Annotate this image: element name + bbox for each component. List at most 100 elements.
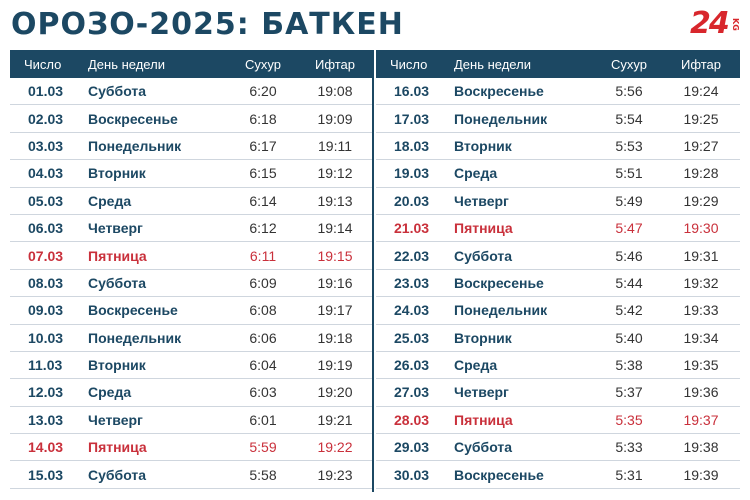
header-suhur: Сухур [611,56,647,72]
header-day: День недели [454,56,531,72]
date-cell: 26.03 [394,357,430,374]
suhur-cell: 6:06 [249,329,277,346]
suhur-cell: 6:12 [249,220,277,237]
day-cell: Понедельник [454,302,548,319]
day-cell: Вторник [454,137,512,154]
iftar-cell: 19:35 [683,357,719,374]
date-cell: 09.03 [28,302,64,319]
suhur-cell: 5:46 [615,247,643,264]
table-header: Число День недели Сухур Ифтар [376,50,740,78]
iftar-cell: 19:16 [317,274,353,291]
date-cell: 03.03 [28,137,64,154]
day-cell: Понедельник [88,137,182,154]
iftar-cell: 19:19 [317,357,353,374]
day-cell: Пятница [454,220,513,237]
suhur-cell: 6:20 [249,83,277,100]
day-cell: Среда [88,384,132,401]
day-cell: Понедельник [454,110,548,127]
table-row: 20.03 Четверг 5:49 19:29 [376,188,740,215]
date-cell: 18.03 [394,137,430,154]
date-cell: 19.03 [394,165,430,182]
table-row: 27.03 Четверг 5:37 19:36 [376,379,740,407]
date-cell: 20.03 [394,192,430,209]
date-cell: 08.03 [28,274,64,291]
suhur-cell: 6:15 [249,165,277,182]
day-cell: Воскресенье [454,83,544,100]
table-row: 25.03 Вторник 5:40 19:34 [376,325,740,352]
iftar-cell: 19:24 [683,83,719,100]
date-cell: 28.03 [394,411,430,428]
suhur-cell: 5:35 [615,411,643,428]
suhur-cell: 5:33 [615,439,643,456]
date-cell: 05.03 [28,192,64,209]
iftar-cell: 19:34 [683,329,719,346]
header-suhur: Сухур [245,56,281,72]
table-row: 26.03 Среда 5:38 19:35 [376,352,740,380]
day-cell: Среда [88,192,132,209]
table-row: 13.03 Четверг 6:01 19:21 [10,407,372,435]
table-row: 05.03 Среда 6:14 19:13 [10,188,372,215]
date-cell: 30.03 [394,466,430,483]
table-row: 10.03 Понедельник 6:06 19:18 [10,325,372,352]
table-header: Число День недели Сухур Ифтар [10,50,372,78]
day-cell: Четверг [454,384,509,401]
day-cell: Вторник [88,357,146,374]
date-cell: 16.03 [394,83,430,100]
day-cell: Пятница [88,439,147,456]
day-cell: Суббота [454,247,513,264]
iftar-cell: 19:12 [317,165,353,182]
table-row: 14.03 Пятница 5:59 19:22 [10,434,372,462]
suhur-cell: 6:04 [249,357,277,374]
date-cell: 24.03 [394,302,430,319]
iftar-cell: 19:32 [683,274,719,291]
suhur-cell: 5:51 [615,165,643,182]
table-row: 28.03 Пятница 5:35 19:37 [376,407,740,435]
day-cell: Четверг [88,411,143,428]
day-cell: Вторник [454,329,512,346]
table-row: 08.03 Суббота 6:09 19:16 [10,270,372,298]
iftar-cell: 19:08 [317,83,353,100]
suhur-cell: 6:08 [249,302,277,319]
day-cell: Четверг [88,220,143,237]
suhur-cell: 5:37 [615,384,643,401]
iftar-cell: 19:22 [317,439,353,456]
date-cell: 10.03 [28,329,64,346]
day-cell: Понедельник [88,329,182,346]
iftar-cell: 19:20 [317,384,353,401]
table-row: 22.03 Суббота 5:46 19:31 [376,242,740,270]
date-cell: 23.03 [394,274,430,291]
iftar-cell: 19:13 [317,192,353,209]
table-row: 19.03 Среда 5:51 19:28 [376,160,740,188]
table-row: 03.03 Понедельник 6:17 19:11 [10,133,372,161]
suhur-cell: 5:53 [615,137,643,154]
table-row: 11.03 Вторник 6:04 19:19 [10,352,372,380]
schedule-table-left: Число День недели Сухур Ифтар 01.03 Суббо… [10,50,372,489]
suhur-cell: 6:18 [249,110,277,127]
iftar-cell: 19:36 [683,384,719,401]
suhur-cell: 5:31 [615,466,643,483]
table-row: 23.03 Воскресенье 5:44 19:32 [376,270,740,298]
iftar-cell: 19:23 [317,466,353,483]
day-cell: Суббота [454,439,513,456]
table-row: 17.03 Понедельник 5:54 19:25 [376,105,740,133]
iftar-cell: 19:29 [683,192,719,209]
date-cell: 22.03 [394,247,430,264]
table-row: 01.03 Суббота 6:20 19:08 [10,78,372,106]
date-cell: 06.03 [28,220,64,237]
day-cell: Пятница [88,247,147,264]
suhur-cell: 5:54 [615,110,643,127]
suhur-cell: 5:58 [249,466,277,483]
iftar-cell: 19:17 [317,302,353,319]
schedule-table-right: Число День недели Сухур Ифтар 16.03 Воскр… [376,50,740,489]
table-row: 30.03 Воскресенье 5:31 19:39 [376,461,740,489]
table-row: 02.03 Воскресенье 6:18 19:09 [10,105,372,133]
table-row: 12.03 Среда 6:03 19:20 [10,379,372,407]
date-cell: 29.03 [394,439,430,456]
day-cell: Суббота [88,274,147,291]
iftar-cell: 19:37 [683,411,719,428]
header-iftar: Ифтар [680,56,722,72]
iftar-cell: 19:14 [317,220,353,237]
day-cell: Среда [454,165,498,182]
iftar-cell: 19:15 [317,247,353,264]
suhur-cell: 5:40 [615,329,643,346]
